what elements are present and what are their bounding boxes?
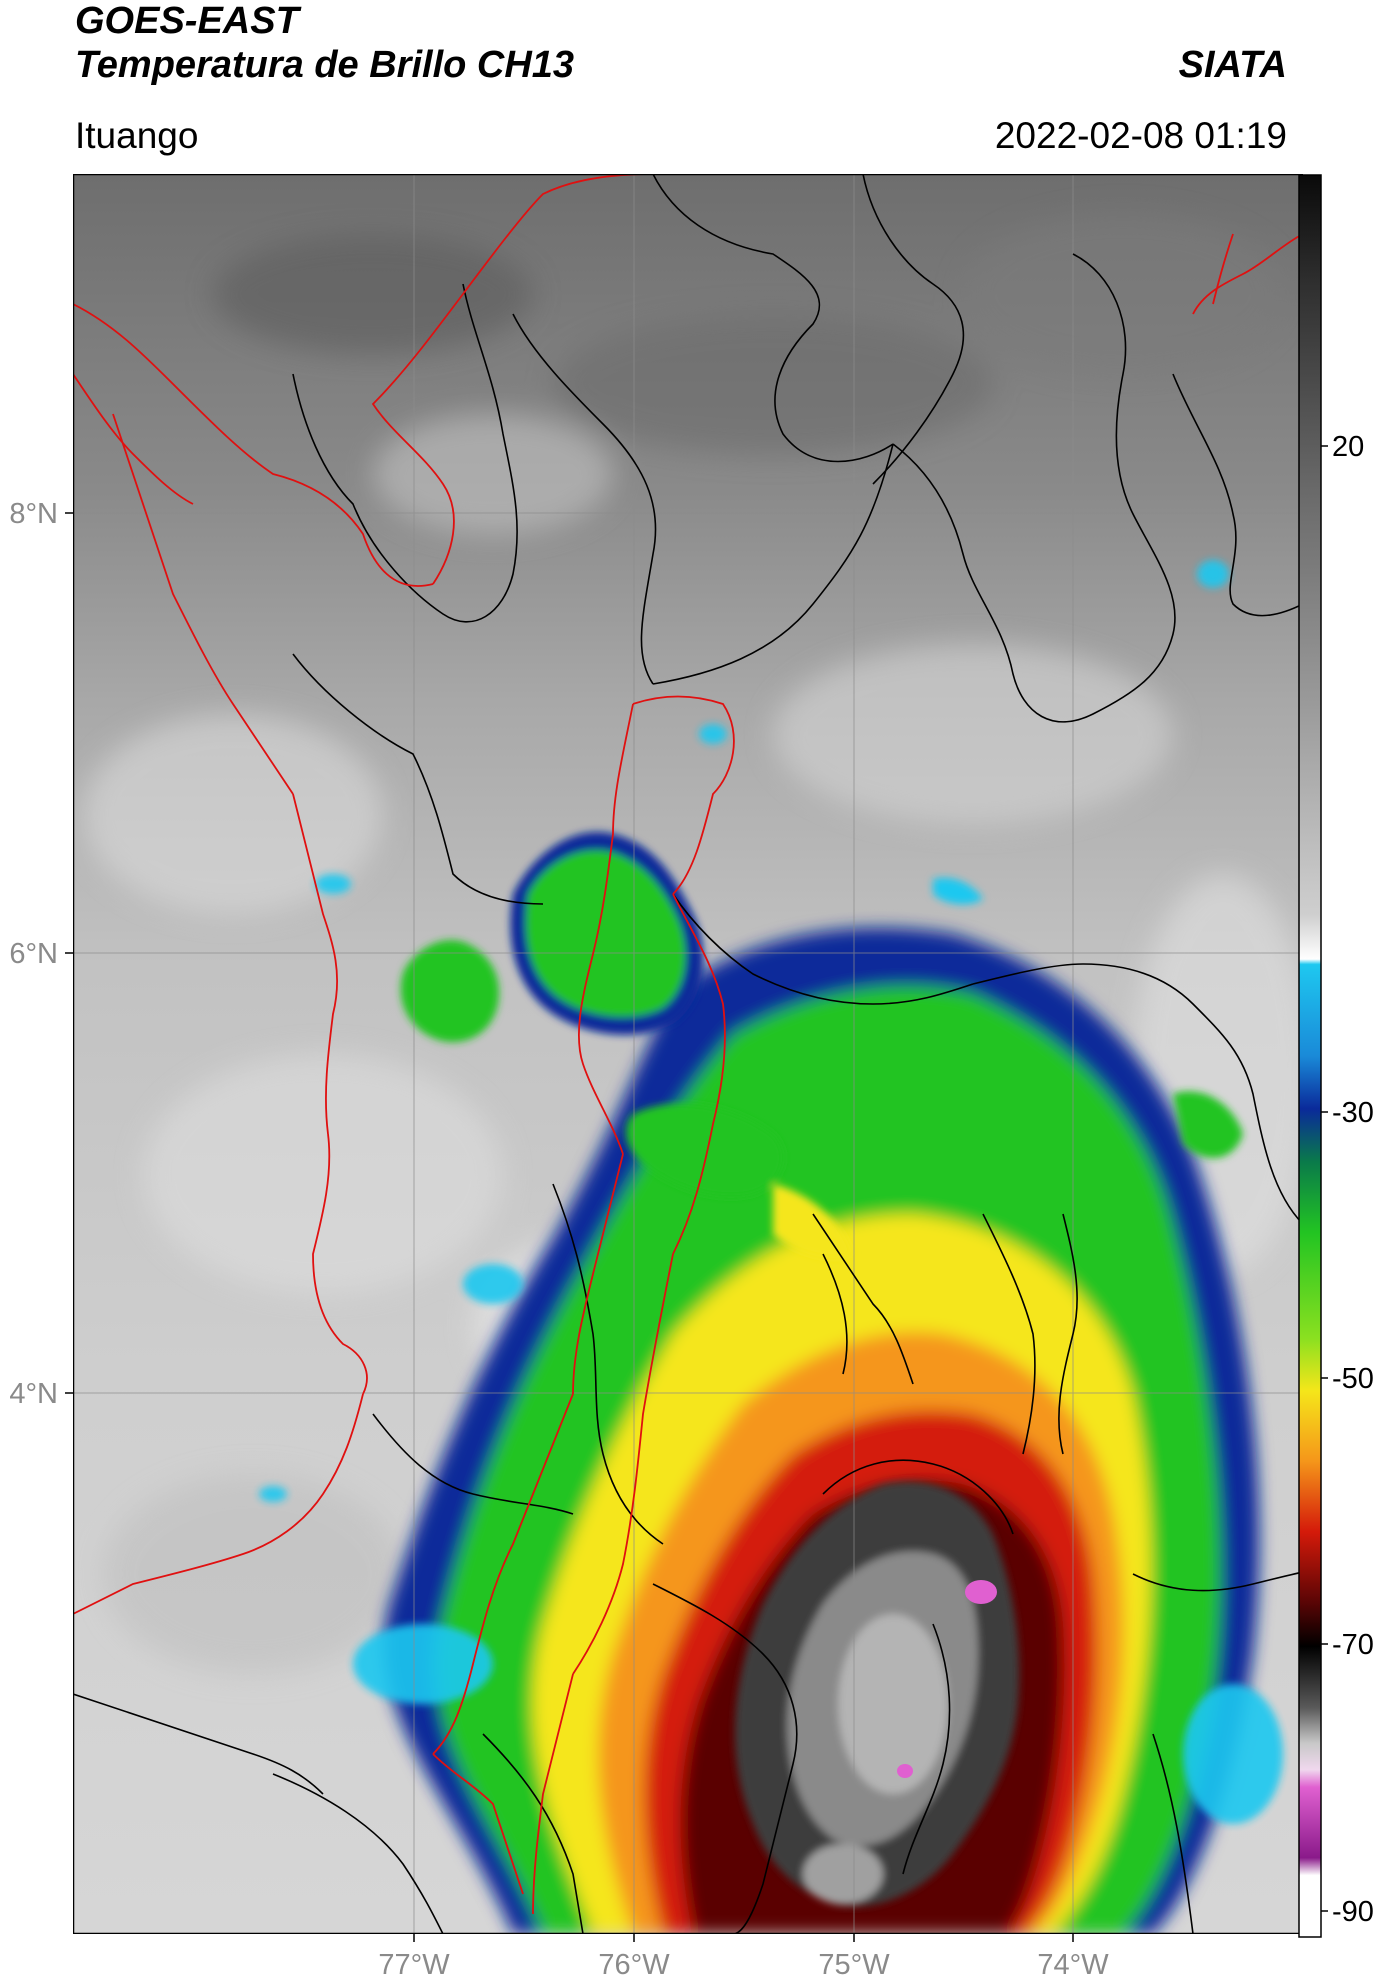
colorbar: 20 -30 -50 -70 -90 bbox=[1298, 174, 1374, 1938]
colorbar-tick-minus50: -50 bbox=[1332, 1363, 1374, 1395]
product-title: Temperatura de Brillo CH13 bbox=[75, 44, 575, 86]
lat-tick-6n: 6°N bbox=[9, 938, 58, 970]
department-boundaries bbox=[73, 174, 1303, 1934]
satellite-map bbox=[73, 174, 1303, 1934]
lon-tick-75w: 75°W bbox=[818, 1949, 890, 1981]
lat-tick-4n: 4°N bbox=[9, 1378, 58, 1410]
datetime-label: 2022-02-08 01:19 bbox=[994, 115, 1287, 156]
lon-tick-76w: 76°W bbox=[598, 1949, 670, 1981]
graticule bbox=[73, 174, 1303, 1934]
location-label: Ituango bbox=[75, 115, 199, 156]
satellite-title: GOES-EAST bbox=[75, 0, 299, 42]
imagery-layer bbox=[73, 174, 1303, 1934]
coastline-borders bbox=[73, 174, 1303, 1915]
colorbar-tick-20: 20 bbox=[1332, 431, 1364, 463]
colorbar-gradient bbox=[1298, 174, 1322, 1938]
colorbar-tick-minus70: -70 bbox=[1332, 1629, 1374, 1661]
lat-tick-8n: 8°N bbox=[9, 498, 58, 530]
colorbar-tick-minus90: -90 bbox=[1332, 1896, 1374, 1928]
colorbar-tick-minus30: -30 bbox=[1332, 1097, 1374, 1129]
lon-tick-74w: 74°W bbox=[1037, 1949, 1109, 1981]
lon-tick-77w: 77°W bbox=[378, 1949, 450, 1981]
agency-label: SIATA bbox=[1178, 44, 1287, 86]
